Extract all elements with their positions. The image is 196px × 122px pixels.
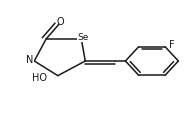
Text: F: F	[169, 40, 175, 50]
Text: N: N	[26, 55, 33, 65]
Text: HO: HO	[32, 73, 47, 83]
Text: Se: Se	[77, 33, 89, 42]
Text: O: O	[57, 17, 64, 27]
